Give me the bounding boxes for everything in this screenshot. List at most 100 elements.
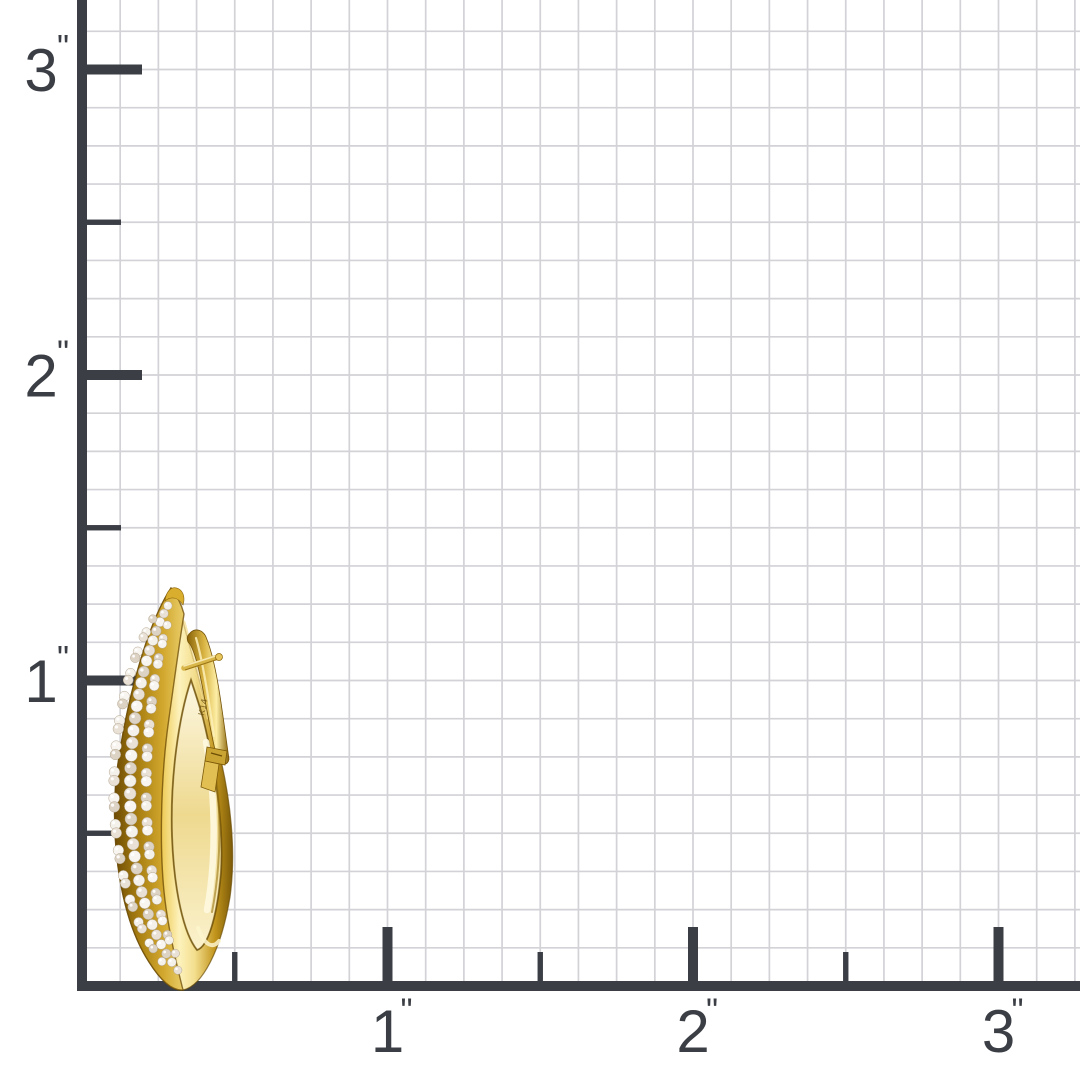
pave-stone <box>151 625 162 637</box>
pave-stone-sparkle <box>131 714 135 719</box>
pave-stone <box>148 943 158 954</box>
pave-stone-sparkle <box>110 794 114 799</box>
pave-stone-sparkle <box>115 847 119 851</box>
pave-stone-sparkle <box>159 917 163 921</box>
pave-stone-sparkle <box>133 864 137 869</box>
pave-stone-sparkle <box>127 815 131 819</box>
pave-stone <box>152 658 163 670</box>
pave-stone-sparkle <box>145 728 149 733</box>
pave-stone-sparkle <box>148 921 152 925</box>
pave-stone <box>141 750 153 763</box>
x-axis-tick-1in <box>382 927 393 986</box>
measurement-grid <box>82 0 1080 981</box>
pave-diamonds <box>108 601 183 975</box>
pave-stone-sparkle <box>125 677 129 680</box>
ruler-labels: 3 "2 "1 "1" 2" 3" <box>24 29 1023 1066</box>
pave-stone-sparkle <box>166 937 169 941</box>
pave-stone-sparkle <box>150 616 153 619</box>
pave-stone <box>123 774 137 788</box>
pave-stone-sparkle <box>165 603 168 606</box>
pave-stone <box>108 801 120 813</box>
pave-stone-sparkle <box>143 753 147 757</box>
pave-stone <box>109 748 121 761</box>
x-axis-unit-mark: " <box>1012 992 1024 1030</box>
pave-stone-sparkle <box>139 925 142 929</box>
pave-stone-sparkle <box>151 682 154 686</box>
pave-stone-sparkle <box>159 958 162 962</box>
pave-stone-sparkle <box>110 777 114 781</box>
pave-stone-sparkle <box>134 648 138 652</box>
y-axis-unit-mark: " <box>57 334 69 372</box>
x-axis-label: 1 <box>371 998 404 1065</box>
x-axis-tick-2in <box>688 927 698 986</box>
pave-stone <box>145 703 157 714</box>
y-axis-tick-1in <box>77 675 142 686</box>
pave-stone-sparkle <box>158 941 161 945</box>
pave-stone-sparkle <box>140 634 144 638</box>
y-axis-half-tick <box>77 525 121 531</box>
pave-stone <box>123 787 137 800</box>
pave-stone-sparkle <box>140 668 144 672</box>
pave-stone <box>151 929 162 941</box>
pave-stone <box>130 700 143 713</box>
x-axis-label: 3 <box>982 998 1015 1065</box>
pave-stone <box>147 872 158 883</box>
pave-stone-sparkle <box>112 821 116 825</box>
pave-stone-sparkle <box>144 745 148 749</box>
pave-stone-sparkle <box>127 670 131 673</box>
pave-stone-sparkle <box>144 826 148 831</box>
pave-stone-sparkle <box>111 768 115 772</box>
pave-stone-sparkle <box>111 803 115 807</box>
pave-stone-sparkle <box>161 610 164 614</box>
pave-stone-sparkle <box>150 945 154 949</box>
ruler-axes <box>77 0 1080 991</box>
pave-stone <box>144 644 156 657</box>
pave-stone <box>139 897 151 909</box>
pave-stone-sparkle <box>164 931 168 935</box>
pave-stone <box>147 635 159 646</box>
pave-stone <box>124 800 137 813</box>
pave-stone <box>138 632 149 642</box>
hoop-inner-rim-shadow <box>170 676 223 952</box>
y-axis-unit-mark: " <box>57 29 69 67</box>
y-axis-half-tick <box>77 830 121 836</box>
pave-stone <box>170 948 180 958</box>
pave-stone-sparkle <box>126 764 131 768</box>
pave-stone-sparkle <box>144 910 149 915</box>
pave-stone <box>124 812 138 826</box>
pave-stone <box>132 688 145 701</box>
catch-box-lower <box>200 760 220 793</box>
pave-stone-sparkle <box>112 751 116 755</box>
pave-stone-sparkle <box>126 789 130 794</box>
pave-stone <box>142 908 154 920</box>
pave-stone-sparkle <box>148 698 152 702</box>
pave-stone <box>125 736 139 750</box>
pave-stone-sparkle <box>113 829 117 833</box>
pave-stone-sparkle <box>112 742 117 746</box>
pave-stone <box>128 712 142 725</box>
pave-stone <box>128 850 141 863</box>
y-axis-line <box>77 0 87 991</box>
pave-stone-sparkle <box>159 640 163 644</box>
x-axis-label: 2 <box>676 998 709 1065</box>
pave-stone-sparkle <box>137 679 141 683</box>
pave-stone-sparkle <box>126 802 131 807</box>
pave-stone <box>124 761 137 775</box>
pave-stone <box>135 886 148 898</box>
pave-stone-sparkle <box>145 721 150 725</box>
pave-stone-sparkle <box>120 872 124 876</box>
pave-stone-sparkle <box>129 840 133 844</box>
pave-stone-sparkle <box>133 702 137 706</box>
pave-stone-sparkle <box>127 751 132 756</box>
x-axis-tick-3in <box>993 927 1004 986</box>
x-axis-unit-mark: " <box>401 992 413 1030</box>
catch-box-upper <box>204 746 228 766</box>
pave-stone <box>137 923 147 934</box>
hoop-highlight-lower <box>196 926 221 948</box>
pave-stone <box>159 608 169 619</box>
pave-stone-sparkle <box>116 855 120 859</box>
pave-stone-sparkle <box>122 880 126 884</box>
pave-stone <box>151 894 163 905</box>
pave-stone <box>163 601 173 611</box>
pave-stone-sparkle <box>146 940 150 943</box>
